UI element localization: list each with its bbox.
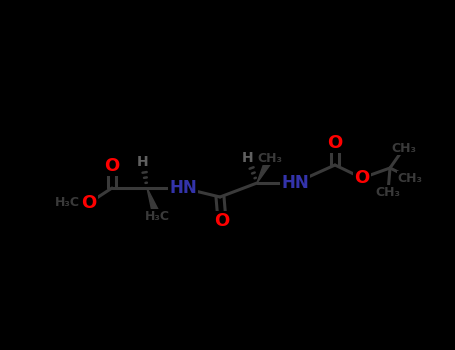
Text: H₃C: H₃C — [145, 210, 170, 223]
Text: O: O — [81, 194, 96, 212]
Text: H: H — [242, 151, 254, 165]
Text: CH₃: CH₃ — [258, 152, 283, 164]
Text: O: O — [104, 157, 120, 175]
Text: H: H — [137, 155, 149, 169]
Text: O: O — [214, 212, 230, 230]
Text: H₃C: H₃C — [55, 196, 80, 210]
Text: O: O — [328, 134, 343, 152]
Text: HN: HN — [281, 174, 309, 192]
Text: CH₃: CH₃ — [391, 141, 416, 154]
Polygon shape — [147, 188, 161, 217]
Text: CH₃: CH₃ — [398, 172, 423, 184]
Polygon shape — [257, 156, 273, 183]
Text: HN: HN — [169, 179, 197, 197]
Text: CH₃: CH₃ — [375, 186, 400, 198]
Text: O: O — [354, 169, 369, 187]
